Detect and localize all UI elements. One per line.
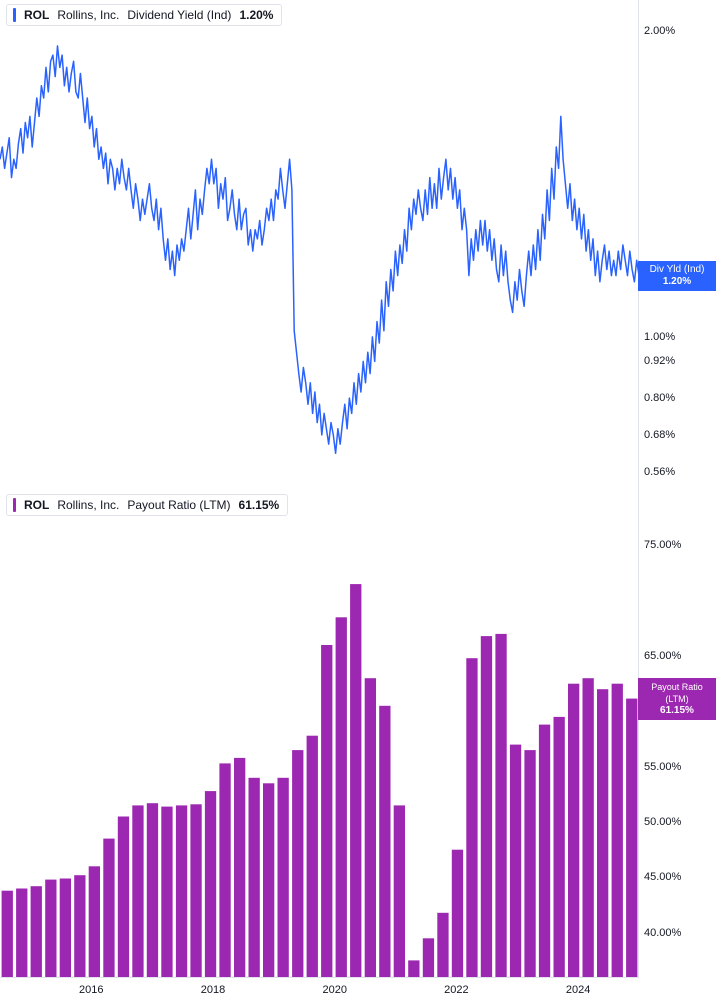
dividend-yield-panel: ROL Rollins, Inc. Dividend Yield (Ind) 1… [0, 0, 717, 490]
legend-ticker: ROL [24, 498, 49, 512]
x-tick-label: 2020 [322, 984, 346, 996]
y-tick-label: 50.00% [644, 816, 681, 828]
line-chart-svg [0, 0, 639, 490]
y-tick-label: 45.00% [644, 871, 681, 883]
legend-company-name: Rollins, Inc. [57, 8, 119, 22]
legend-marker-icon [13, 8, 16, 22]
legend-ticker: ROL [24, 8, 49, 22]
payout-ratio-panel: ROL Rollins, Inc. Payout Ratio (LTM) 61.… [0, 490, 717, 977]
legend-metric: Dividend Yield (Ind) [127, 8, 231, 22]
y-tick-label: 75.00% [644, 539, 681, 551]
legend-top: ROL Rollins, Inc. Dividend Yield (Ind) 1… [6, 4, 282, 26]
y-tick-label: 0.68% [644, 429, 675, 441]
x-tick-label: 2016 [79, 984, 103, 996]
x-tick-label: 2018 [201, 984, 225, 996]
legend-metric: Payout Ratio (LTM) [127, 498, 230, 512]
x-axis: 2016 2018 2020 2022 2024 [0, 977, 639, 1005]
y-tick-label: 0.56% [644, 466, 675, 478]
y-axis-bot: 75.00% 65.00% 55.00% 50.00% 45.00% 40.00% Payo… [638, 490, 716, 977]
legend-value: 61.15% [239, 498, 280, 512]
y-axis-top: 2.00% 1.00% 0.92% 0.80% 0.68% 0.56% Div Yld (I… [638, 0, 716, 490]
y-tick-label: 1.00% [644, 331, 675, 343]
y-axis-badge: Payout Ratio (LTM)61.15% [638, 678, 716, 720]
line-chart-area[interactable]: 2.00%1.00%0.92%0.80%0.68%0.56%Div Yld (I… [0, 0, 639, 490]
bar-chart-svg [0, 490, 639, 977]
legend-company-name: Rollins, Inc. [57, 498, 119, 512]
bar-chart-area[interactable]: 75.00%65.00%55.00%50.00%45.00%40.00%Payo… [0, 490, 639, 977]
y-tick-label: 2.00% [644, 25, 675, 37]
y-tick-label: 0.92% [644, 355, 675, 367]
y-tick-label: 40.00% [644, 927, 681, 939]
legend-bottom: ROL Rollins, Inc. Payout Ratio (LTM) 61.… [6, 494, 288, 516]
x-tick-label: 2024 [566, 984, 590, 996]
y-axis-badge: Div Yld (Ind)1.20% [638, 261, 716, 291]
x-tick-label: 2022 [444, 984, 468, 996]
y-tick-label: 55.00% [644, 761, 681, 773]
y-tick-label: 0.80% [644, 392, 675, 404]
y-tick-label: 65.00% [644, 650, 681, 662]
legend-marker-icon [13, 498, 16, 512]
legend-value: 1.20% [239, 8, 273, 22]
